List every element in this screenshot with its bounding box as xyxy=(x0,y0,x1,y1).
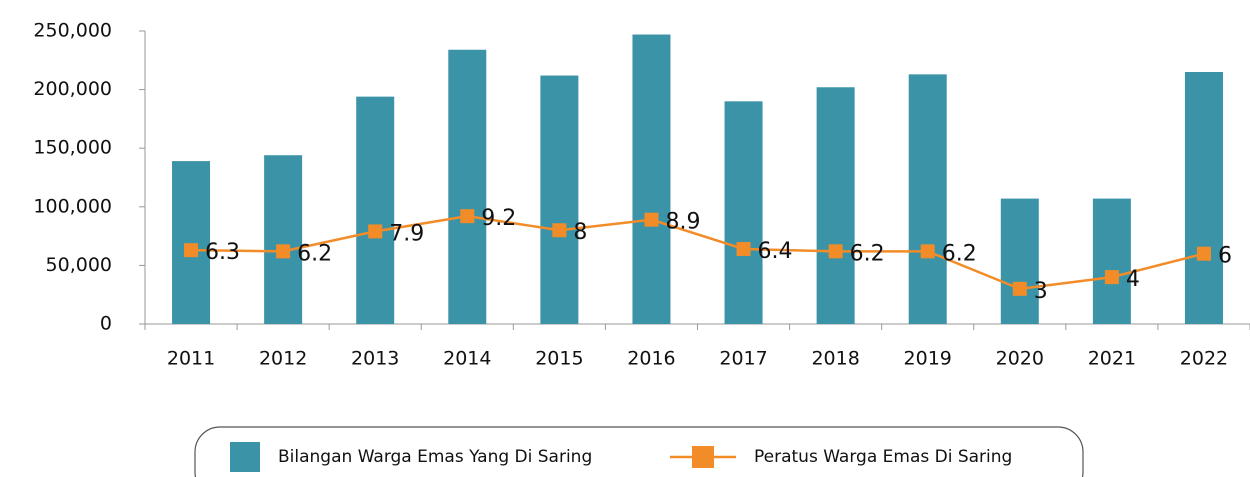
data-label: 6 xyxy=(1218,244,1232,269)
data-label: 3 xyxy=(1034,279,1048,304)
legend-label: Peratus Warga Emas Di Saring xyxy=(754,447,1012,467)
data-label: 7.9 xyxy=(389,221,424,246)
marker xyxy=(184,243,199,258)
y-tick-label: 150,000 xyxy=(33,137,112,159)
bar xyxy=(540,75,579,324)
y-tick-label: 50,000 xyxy=(46,254,112,276)
x-tick-label: 2013 xyxy=(351,348,399,370)
marker xyxy=(1012,281,1027,296)
x-tick-label: 2015 xyxy=(535,348,583,370)
x-tick-label: 2018 xyxy=(811,348,859,370)
line xyxy=(191,214,1205,291)
bar xyxy=(1092,198,1131,324)
marker xyxy=(1196,246,1211,261)
x-tick-label: 2014 xyxy=(443,348,491,370)
x-tick-label: 2020 xyxy=(996,348,1044,370)
bar xyxy=(724,101,763,324)
data-label: 8 xyxy=(573,220,587,245)
bar xyxy=(264,155,303,324)
bar xyxy=(448,49,487,324)
data-label: 6.4 xyxy=(758,239,793,264)
x-tick-label: 2016 xyxy=(627,348,675,370)
marker xyxy=(1104,270,1119,285)
data-label: 8.9 xyxy=(665,210,700,235)
bar xyxy=(356,96,395,324)
bar xyxy=(816,87,855,324)
marker xyxy=(920,244,935,259)
y-tick-label: 100,000 xyxy=(33,195,112,217)
data-label: 6.2 xyxy=(942,241,977,266)
marker xyxy=(828,244,843,259)
x-tick-label: 2021 xyxy=(1088,348,1136,370)
data-label: 4 xyxy=(1126,267,1140,292)
marker xyxy=(276,244,291,259)
marker xyxy=(460,209,475,224)
data-label: 6.3 xyxy=(205,240,240,265)
marker xyxy=(644,212,659,227)
marker xyxy=(368,224,383,239)
marker xyxy=(552,223,567,238)
bar xyxy=(1184,72,1223,325)
x-tick-label: 2012 xyxy=(259,348,307,370)
data-label: 6.2 xyxy=(850,241,885,266)
bar xyxy=(908,74,947,324)
data-label: 6.2 xyxy=(297,241,332,266)
x-tick-label: 2011 xyxy=(167,348,215,370)
legend-swatch xyxy=(692,446,714,468)
y-tick-label: 200,000 xyxy=(33,78,112,100)
x-tick-label: 2017 xyxy=(719,348,767,370)
x-tick-label: 2022 xyxy=(1180,348,1228,370)
legend-box xyxy=(194,426,1084,477)
x-tick-label: 2019 xyxy=(904,348,952,370)
y-tick-label: 250,000 xyxy=(33,20,112,42)
y-tick-label: 0 xyxy=(100,313,112,335)
legend-label: Bilangan Warga Emas Yang Di Saring xyxy=(278,447,592,467)
marker xyxy=(736,241,751,256)
bar xyxy=(632,34,671,325)
bar xyxy=(1000,198,1039,324)
legend-swatch xyxy=(230,442,260,472)
data-label: 9.2 xyxy=(481,206,516,231)
bar xyxy=(172,161,211,324)
